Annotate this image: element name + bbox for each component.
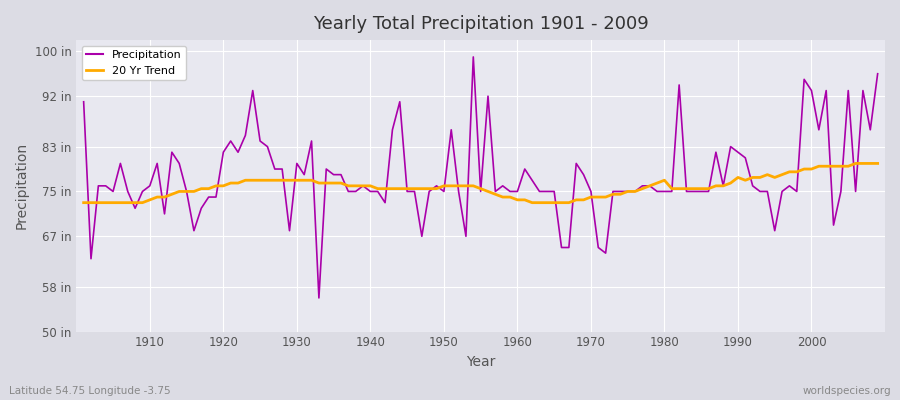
Text: Latitude 54.75 Longitude -3.75: Latitude 54.75 Longitude -3.75 xyxy=(9,386,171,396)
Y-axis label: Precipitation: Precipitation xyxy=(15,142,29,230)
X-axis label: Year: Year xyxy=(466,355,495,369)
Legend: Precipitation, 20 Yr Trend: Precipitation, 20 Yr Trend xyxy=(82,46,186,80)
Title: Yearly Total Precipitation 1901 - 2009: Yearly Total Precipitation 1901 - 2009 xyxy=(313,15,649,33)
Text: worldspecies.org: worldspecies.org xyxy=(803,386,891,396)
